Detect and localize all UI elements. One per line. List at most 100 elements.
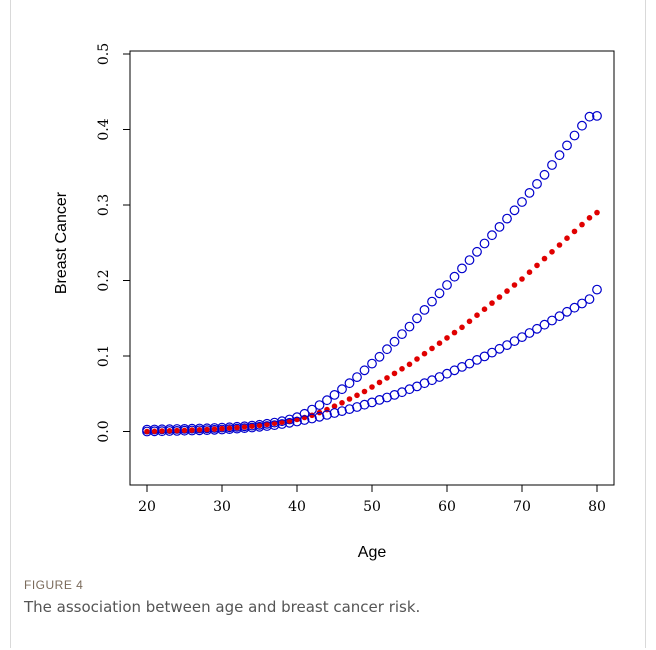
data-point — [269, 420, 280, 431]
figure-frame — [10, 0, 646, 648]
x-axis: 20 30 40 50 60 70 80 — [138, 484, 606, 515]
data-point — [504, 288, 510, 294]
data-point — [421, 350, 428, 357]
data-point — [196, 427, 203, 433]
data-point — [539, 319, 550, 330]
data-point — [509, 336, 520, 347]
data-point — [449, 271, 460, 282]
data-point — [532, 178, 542, 189]
data-point — [217, 424, 227, 435]
data-point — [442, 280, 452, 290]
data-point — [307, 413, 317, 424]
data-point — [489, 300, 495, 306]
y-tick-label: 0.1 — [96, 345, 112, 367]
data-point — [464, 255, 475, 266]
data-point — [397, 329, 407, 340]
series-2 — [144, 209, 600, 435]
scatter-chart: 20 30 40 50 60 70 80 0.0 0.1 0.2 0.3 0.4 0.5 Age Br… — [53, 43, 615, 561]
data-point — [157, 426, 167, 437]
x-tick-label: 30 — [213, 499, 231, 515]
data-point — [459, 324, 465, 331]
data-point — [314, 400, 325, 411]
data-point — [384, 375, 390, 381]
data-point — [294, 416, 300, 423]
data-point — [322, 395, 332, 406]
data-point — [264, 421, 270, 428]
figure-label: FIGURE 4 — [24, 578, 84, 592]
data-point — [204, 426, 210, 433]
data-point — [359, 365, 370, 376]
data-point — [487, 230, 497, 241]
data-point — [232, 423, 242, 434]
y-tick-label: 0.4 — [96, 118, 112, 140]
data-point — [517, 197, 527, 207]
data-point — [279, 419, 285, 426]
data-point — [534, 262, 540, 269]
data-point — [547, 315, 557, 326]
data-point — [344, 378, 355, 389]
data-point — [564, 235, 570, 241]
plot-box — [129, 50, 615, 486]
data-point — [369, 384, 375, 390]
data-point — [389, 336, 400, 347]
data-point — [457, 263, 467, 274]
data-point — [434, 288, 445, 299]
data-point — [202, 425, 212, 436]
data-point — [554, 311, 565, 322]
data-point — [419, 305, 430, 315]
x-tick-label: 70 — [513, 499, 531, 515]
data-point — [496, 294, 503, 300]
data-point — [571, 228, 578, 235]
data-point — [451, 329, 458, 336]
data-point — [159, 428, 165, 434]
data-point — [444, 335, 450, 341]
data-point — [391, 370, 398, 377]
data-point — [241, 424, 248, 430]
data-point — [331, 403, 338, 410]
data-point — [539, 169, 550, 180]
data-point — [427, 296, 437, 307]
data-point — [429, 345, 435, 352]
y-tick-label: 0.2 — [96, 269, 112, 291]
data-point — [569, 130, 580, 141]
data-point — [354, 392, 360, 399]
data-point — [151, 428, 158, 435]
data-point — [532, 323, 542, 334]
data-point — [299, 415, 310, 425]
data-point — [399, 366, 405, 372]
data-point — [172, 426, 182, 436]
data-point — [584, 111, 595, 122]
data-point — [509, 205, 520, 216]
data-point — [187, 425, 197, 436]
data-point — [181, 427, 188, 434]
data-point — [502, 213, 512, 224]
x-axis-title: Age — [358, 544, 387, 561]
data-point — [344, 404, 355, 415]
data-point — [352, 372, 362, 383]
data-point — [367, 358, 377, 369]
data-point — [524, 187, 535, 198]
data-point — [517, 332, 527, 343]
data-point — [277, 419, 287, 429]
data-point — [209, 424, 220, 435]
data-point — [554, 150, 565, 161]
data-point — [577, 298, 587, 309]
data-point — [284, 417, 295, 428]
caption-text: The association between age and breast c… — [24, 598, 421, 616]
data-point — [406, 361, 413, 368]
y-axis-title: Breast Cancer — [53, 191, 70, 294]
series-3 — [142, 284, 602, 437]
data-point — [337, 406, 347, 417]
data-point — [179, 425, 190, 436]
data-point — [592, 110, 602, 121]
data-point — [254, 421, 265, 432]
data-points — [142, 110, 602, 437]
data-point — [519, 276, 525, 282]
data-point — [239, 423, 250, 434]
x-tick-label: 20 — [138, 499, 156, 515]
data-point — [382, 344, 392, 355]
data-point — [556, 242, 563, 248]
data-point — [511, 282, 518, 288]
data-point — [412, 313, 422, 324]
data-point — [144, 428, 150, 435]
